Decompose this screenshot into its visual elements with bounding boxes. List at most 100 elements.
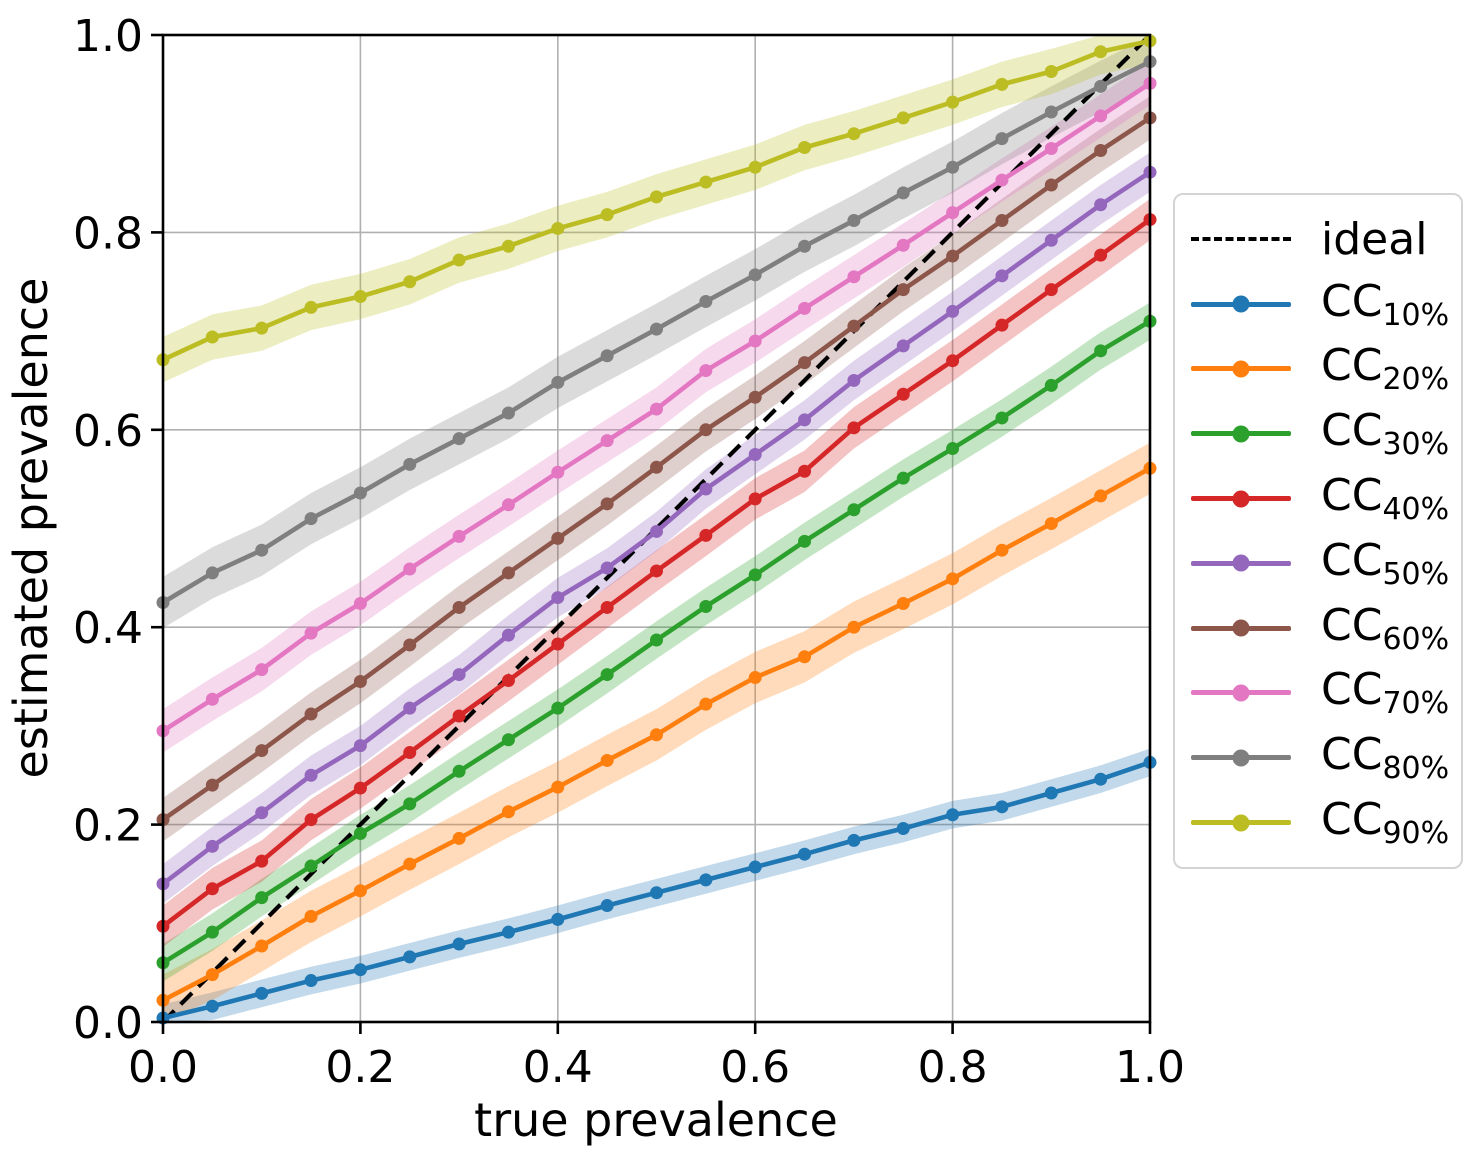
marker-cc20%: [501, 805, 515, 819]
legend-label-cc50pct: CC50%: [1321, 534, 1450, 592]
marker-cc70%: [600, 434, 614, 448]
legend-item-cc70pct: CC70%: [1191, 661, 1461, 725]
marker-dot: [1232, 295, 1250, 313]
marker-cc80%: [353, 486, 367, 500]
marker-cc10%: [896, 822, 910, 836]
marker-cc40%: [255, 854, 269, 868]
marker-cc20%: [946, 572, 960, 586]
marker-cc10%: [798, 847, 812, 861]
marker-cc50%: [1094, 198, 1108, 212]
marker-cc20%: [699, 697, 713, 711]
line-sample: [1191, 295, 1291, 313]
marker-cc90%: [403, 275, 417, 289]
marker-cc50%: [847, 373, 861, 387]
legend-swatch-cc50pct: [1191, 554, 1291, 572]
marker-cc40%: [304, 813, 318, 827]
marker-cc40%: [946, 354, 960, 368]
marker-cc10%: [551, 912, 565, 926]
marker-cc60%: [748, 390, 762, 404]
marker-cc90%: [896, 111, 910, 125]
marker-cc90%: [501, 239, 515, 253]
marker-cc80%: [946, 160, 960, 174]
marker-cc30%: [304, 859, 318, 873]
marker-cc10%: [847, 833, 861, 847]
marker-cc50%: [1044, 233, 1058, 247]
legend-swatch-cc30pct: [1191, 425, 1291, 443]
marker-cc70%: [353, 597, 367, 611]
marker-cc70%: [896, 238, 910, 252]
marker-cc60%: [551, 531, 565, 545]
marker-cc80%: [403, 457, 417, 471]
marker-cc30%: [255, 891, 269, 905]
marker-cc70%: [551, 465, 565, 479]
marker-cc90%: [798, 141, 812, 155]
marker-cc50%: [205, 839, 219, 853]
legend-swatch-ideal: [1191, 237, 1291, 242]
marker-cc20%: [600, 753, 614, 767]
marker-cc10%: [946, 808, 960, 822]
marker-cc70%: [995, 173, 1009, 187]
marker-cc40%: [205, 882, 219, 896]
marker-dot: [1232, 490, 1250, 508]
marker-cc40%: [748, 492, 762, 506]
marker-cc20%: [650, 728, 663, 742]
marker-cc50%: [600, 561, 614, 575]
marker-cc30%: [403, 797, 417, 811]
marker-cc30%: [946, 442, 960, 456]
marker-cc60%: [255, 744, 269, 758]
tick-labels: 0.00.0 0.2 0.2 0.4 0.4 0.6 0.6 0.8 0.8 1.0 1.0: [73, 11, 1185, 1093]
marker-cc70%: [847, 270, 861, 284]
marker-cc60%: [896, 283, 910, 297]
marker-cc80%: [748, 268, 762, 282]
marker-cc40%: [650, 564, 663, 578]
marker-cc40%: [551, 637, 565, 651]
marker-cc30%: [798, 534, 812, 548]
marker-cc10%: [1094, 772, 1108, 786]
legend-label-cc70pct: CC70%: [1321, 664, 1450, 722]
legend-swatch-cc70pct: [1191, 684, 1291, 702]
line-sample: [1191, 554, 1291, 572]
legend-swatch-cc80pct: [1191, 749, 1291, 767]
marker-cc50%: [501, 628, 515, 642]
legend-label-cc10pct: CC10%: [1321, 275, 1450, 333]
marker-cc70%: [1094, 109, 1108, 123]
marker-cc80%: [650, 322, 663, 336]
marker-cc20%: [1044, 517, 1058, 531]
marker-cc60%: [1094, 143, 1108, 157]
marker-cc80%: [896, 186, 910, 200]
marker-cc20%: [353, 884, 367, 898]
marker-dot: [1232, 684, 1250, 702]
marker-cc70%: [403, 562, 417, 576]
marker-cc70%: [699, 364, 713, 378]
y-tick-label: 0.4: [73, 603, 143, 654]
marker-cc20%: [896, 597, 910, 611]
marker-cc30%: [995, 411, 1009, 425]
marker-cc20%: [847, 620, 861, 634]
marker-cc90%: [946, 95, 960, 109]
x-tick-label: 0.8: [918, 1042, 988, 1093]
x-tick-label: 0.6: [720, 1042, 790, 1093]
marker-cc30%: [748, 568, 762, 582]
marker-cc10%: [403, 950, 417, 964]
marker-cc10%: [650, 886, 663, 900]
legend-item-cc60pct: CC60%: [1191, 596, 1461, 660]
marker-cc80%: [1044, 105, 1058, 119]
y-axis-label: estimated prevalence: [4, 278, 58, 779]
axes-spines-ticks: [151, 33, 1152, 1034]
marker-cc50%: [798, 413, 812, 427]
line-sample: [1191, 814, 1291, 832]
marker-cc70%: [501, 498, 515, 512]
marker-cc30%: [1094, 344, 1108, 358]
legend-swatch-cc10pct: [1191, 295, 1291, 313]
marker-cc40%: [403, 746, 417, 760]
legend-item-cc90pct: CC90%: [1191, 791, 1461, 855]
line-sample: [1191, 425, 1291, 443]
legend-item-ideal: ideal: [1191, 207, 1461, 271]
marker-cc50%: [353, 739, 367, 753]
marker-cc80%: [255, 543, 269, 557]
legend-label-ideal: ideal: [1321, 213, 1428, 265]
legend-item-cc50pct: CC50%: [1191, 531, 1461, 595]
marker-cc10%: [995, 800, 1009, 814]
marker-cc40%: [699, 528, 713, 542]
marker-cc30%: [452, 764, 466, 778]
